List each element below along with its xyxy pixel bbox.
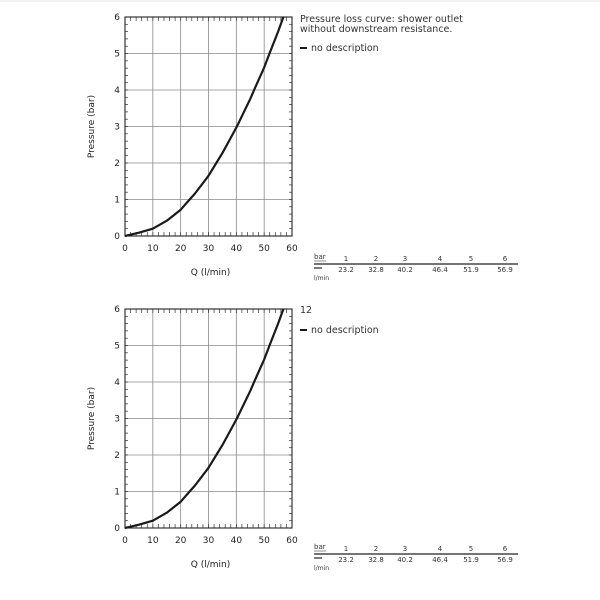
x-tick-label: 30 xyxy=(203,244,215,254)
y-tick-label: 5 xyxy=(114,342,120,352)
table-cell-lmin: 23.2 xyxy=(338,556,354,564)
plot-frame xyxy=(124,308,293,529)
table-cell-bar: 6 xyxy=(503,255,508,263)
x-tick-label: 20 xyxy=(175,536,187,546)
table-cell-bar: 3 xyxy=(403,545,407,553)
top-rule xyxy=(0,0,600,2)
x-axis-label: Q (l/min) xyxy=(191,268,230,278)
x-tick-label: 40 xyxy=(231,244,243,254)
table-cell-lmin: 46.4 xyxy=(432,266,448,274)
table-row-label-bar: bar xyxy=(314,543,326,551)
y-tick-label: 0 xyxy=(114,524,120,534)
table-cell-lmin: 32.8 xyxy=(368,556,384,564)
x-tick-label: 60 xyxy=(286,536,298,546)
y-tick-label: 3 xyxy=(114,415,120,425)
table-cell-bar: 4 xyxy=(438,545,443,553)
table-cell-lmin: 56.9 xyxy=(497,266,513,274)
x-tick-label: 50 xyxy=(258,536,270,546)
table-cell-lmin: 46.4 xyxy=(432,556,448,564)
x-tick-label: 30 xyxy=(203,536,215,546)
y-tick-label: 2 xyxy=(114,159,120,169)
table-cell-lmin: 40.2 xyxy=(397,556,413,564)
table-row-label-lmin: l/min xyxy=(314,275,329,282)
y-axis-label: Pressure (bar) xyxy=(87,95,97,158)
x-tick-label: 60 xyxy=(286,244,298,254)
y-tick-label: 1 xyxy=(114,196,120,206)
y-axis-label: Pressure (bar) xyxy=(87,387,97,450)
x-tick-label: 0 xyxy=(122,536,128,546)
y-tick-label: 1 xyxy=(114,488,120,498)
legend-entry: no description xyxy=(311,325,379,336)
y-tick-label: 4 xyxy=(114,86,120,96)
table-cell-bar: 2 xyxy=(374,545,378,553)
y-tick-label: 2 xyxy=(114,451,120,461)
y-tick-label: 6 xyxy=(114,305,120,315)
x-tick-label: 40 xyxy=(231,536,243,546)
table-cell-lmin: 56.9 xyxy=(497,556,513,564)
x-tick-label: 10 xyxy=(147,244,159,254)
chart-panel-1: 0 10 20 30 40 50 60 0 1 2 3 4 5 6 Q (l/min) Pressure (b… xyxy=(87,13,518,282)
y-tick-label: 3 xyxy=(114,123,120,133)
table-cell-bar: 5 xyxy=(469,545,473,553)
x-tick-label: 10 xyxy=(147,536,159,546)
table-cell-lmin: 40.2 xyxy=(397,266,413,274)
x-tick-label: 0 xyxy=(122,244,128,254)
y-tick-label: 0 xyxy=(114,232,120,242)
x-tick-label: 20 xyxy=(175,244,187,254)
table-cell-lmin: 23.2 xyxy=(338,266,354,274)
chart-note: without downstream resistance. xyxy=(300,24,452,35)
x-tick-label: 50 xyxy=(258,244,270,254)
table-cell-bar: 1 xyxy=(344,255,348,263)
table-cell-lmin: 51.9 xyxy=(463,556,479,564)
table-cell-lmin: 51.9 xyxy=(463,266,479,274)
table-cell-bar: 6 xyxy=(503,545,508,553)
table-row-label-bar: bar xyxy=(314,253,326,261)
chart-note: 12 xyxy=(300,305,312,316)
y-tick-label: 6 xyxy=(114,13,120,23)
y-tick-label: 4 xyxy=(114,378,120,388)
table-cell-bar: 4 xyxy=(438,255,443,263)
table-row-label-lmin: l/min xyxy=(314,565,329,572)
legend-entry: no description xyxy=(311,43,379,54)
table-cell-lmin: 32.8 xyxy=(368,266,384,274)
table-cell-bar: 5 xyxy=(469,255,473,263)
table-cell-bar: 2 xyxy=(374,255,378,263)
chart-note: Pressure loss curve: shower outlet xyxy=(300,14,463,25)
x-axis-label: Q (l/min) xyxy=(191,560,230,570)
table-cell-bar: 3 xyxy=(403,255,407,263)
table-cell-bar: 1 xyxy=(344,545,348,553)
y-tick-label: 5 xyxy=(114,50,120,60)
plot-frame xyxy=(124,16,293,237)
